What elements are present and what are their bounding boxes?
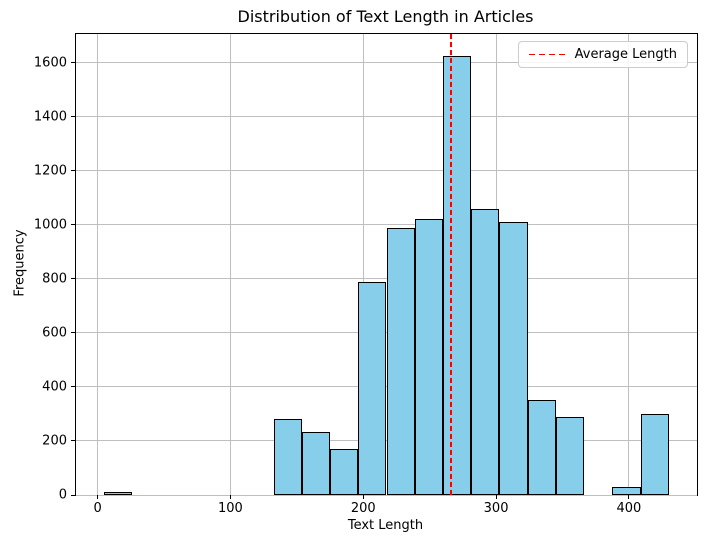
y-tick-label: 1600 (33, 55, 67, 71)
y-gridline (76, 62, 697, 64)
y-tick-label: 800 (42, 271, 67, 287)
y-tick-label: 200 (42, 433, 67, 449)
plot-area: Average Length 0 200 400 600 800 1000 1200 1400… (34, 33, 698, 516)
x-gridline (628, 34, 630, 495)
x-tick-label: 400 (616, 501, 642, 516)
x-tick-mark (495, 495, 497, 499)
x-tick-mark (97, 495, 99, 499)
x-tick-mark (628, 495, 630, 499)
y-tick-mark (71, 170, 75, 172)
histogram-bar (499, 222, 528, 495)
histogram-bar (612, 486, 641, 495)
y-gridline (76, 494, 697, 496)
y-tick-mark (71, 332, 75, 334)
y-gridline (76, 224, 697, 226)
y-axis-label: Frequency (12, 229, 28, 297)
x-tick-mark (362, 495, 364, 499)
y-tick-label: 0 (58, 487, 67, 503)
y-gridline (76, 116, 697, 118)
x-tick-label: 0 (93, 501, 102, 516)
chart-title: Distribution of Text Length in Articles (237, 7, 534, 26)
histogram-bar (527, 400, 556, 495)
x-tick-mark (229, 495, 231, 499)
y-tick-mark (71, 440, 75, 442)
histogram-bar (640, 413, 669, 495)
x-gridline (362, 34, 364, 495)
histogram-bar (358, 281, 387, 495)
x-gridline (97, 34, 99, 495)
histogram-bar (104, 491, 133, 495)
legend: Average Length (517, 41, 688, 68)
y-tick-label: 600 (42, 325, 67, 341)
x-tick-label: 200 (350, 501, 376, 516)
histogram-bar (414, 219, 443, 495)
x-axis-label: Text Length (347, 518, 424, 533)
x-gridline (229, 34, 231, 495)
histogram-bar (471, 208, 500, 495)
y-tick-mark (71, 116, 75, 118)
y-tick-mark (71, 224, 75, 226)
y-tick-mark (71, 62, 75, 64)
average-line (450, 34, 452, 495)
legend-label: Average Length (574, 47, 677, 62)
y-tick-mark (71, 278, 75, 280)
histogram-bar (330, 449, 359, 495)
y-tick-mark (71, 494, 75, 496)
histogram-bar (442, 55, 472, 495)
y-tick-label: 1000 (33, 217, 67, 233)
x-tick-label: 300 (483, 501, 509, 516)
y-gridline (76, 170, 697, 172)
x-tick-label: 100 (217, 501, 243, 516)
y-tick-label: 1200 (33, 163, 67, 179)
histogram-bar (555, 416, 585, 495)
y-tick-label: 1400 (33, 109, 67, 125)
histogram-bar (273, 419, 302, 495)
histogram-bar (386, 227, 415, 495)
histogram-bar (301, 431, 331, 495)
y-tick-label: 400 (42, 379, 67, 395)
y-tick-mark (71, 386, 75, 388)
average-line-legend-icon (528, 53, 565, 56)
